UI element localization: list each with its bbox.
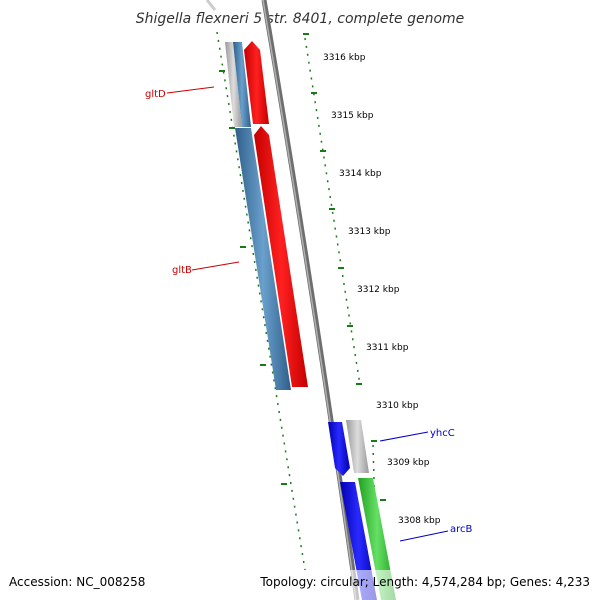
tick-label: 3314 kbp: [339, 169, 382, 179]
gene-label-yhcC[interactable]: yhcC: [430, 428, 455, 439]
feature-yhcC-blue: [328, 422, 350, 476]
topology-text: Topology: circular; Length: 4,574,284 bp…: [259, 575, 590, 589]
leader-line-yhcC: [379, 431, 429, 442]
gene-label-gltD[interactable]: gltD: [145, 89, 166, 100]
tick-label: 3309 kbp: [387, 458, 430, 468]
genome-backbone-highlight: [262, 0, 357, 600]
tick-label: 3316 kbp: [323, 53, 366, 63]
gene-labels: gltD gltB yhcC arcB: [145, 86, 473, 542]
feature-gltD-blue: [233, 42, 251, 127]
tick-label: 3315 kbp: [331, 111, 374, 121]
tick-label: 3311 kbp: [366, 343, 409, 353]
feature-gltD-red: [244, 41, 269, 124]
feature-gltB-red: [254, 126, 308, 387]
gene-label-gltB[interactable]: gltB: [172, 265, 192, 276]
tick-label: 3313 kbp: [348, 227, 391, 237]
map-title: Shigella flexneri 5 str. 8401, complete …: [136, 11, 465, 27]
tick-label: 3312 kbp: [357, 285, 400, 295]
feature-gray: [225, 42, 242, 127]
tick-label: 3308 kbp: [398, 516, 441, 526]
footer-background: [0, 570, 600, 600]
accession-text: Accession: NC_008258: [9, 575, 145, 589]
feature-yhcC-gray: [346, 420, 369, 473]
tick-label: 3310 kbp: [376, 401, 419, 411]
gene-label-arcB[interactable]: arcB: [450, 524, 473, 535]
feature-arcB-green: [358, 478, 396, 600]
genome-backbone: [261, 0, 360, 600]
scale-labels: 3316 kbp 3315 kbp 3314 kbp 3313 kbp 3312…: [323, 53, 441, 526]
leader-line-gltB: [191, 261, 240, 271]
backbone-fragment: [205, 0, 217, 11]
inner-tick-ring: [216, 31, 306, 571]
leader-line-arcB: [399, 530, 449, 542]
feature-gltB-blue: [235, 128, 291, 390]
gene-features: [225, 41, 396, 600]
outer-tick-ring: [303, 33, 386, 551]
leader-line-gltD: [166, 86, 215, 94]
